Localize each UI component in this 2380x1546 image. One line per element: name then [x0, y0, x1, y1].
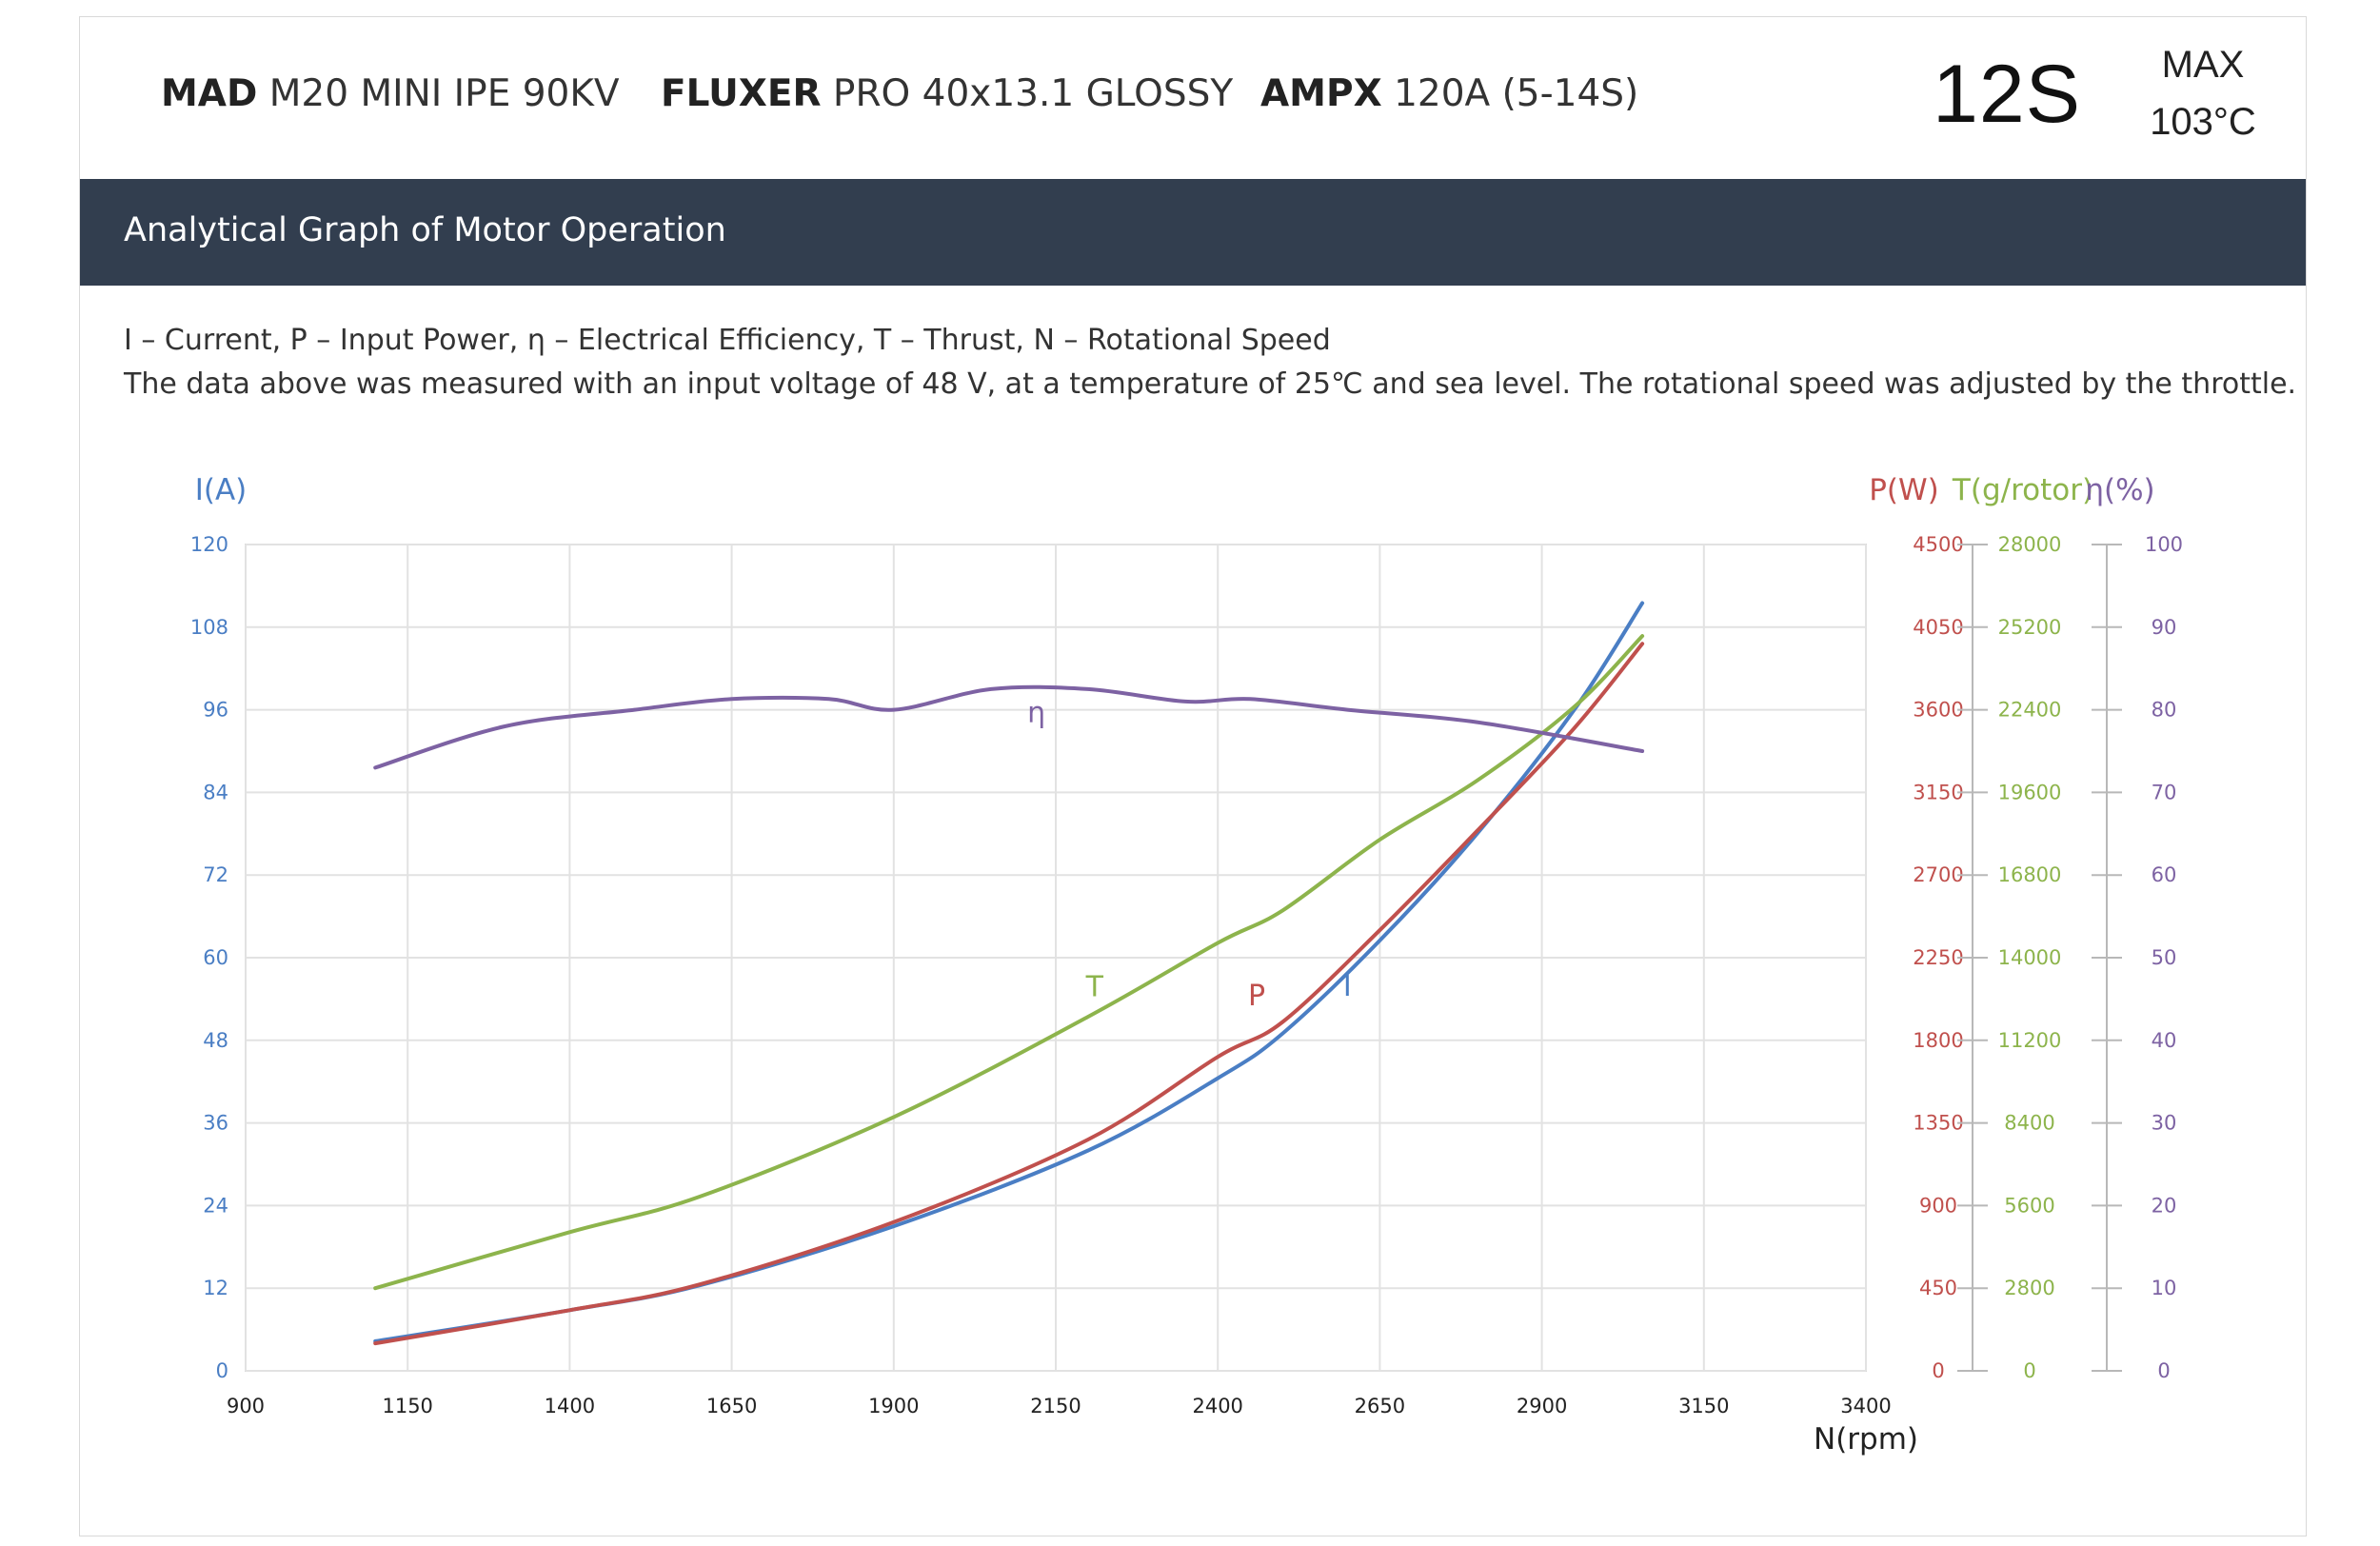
y-tick-label: 0	[2023, 1359, 2035, 1382]
series-line-η	[373, 684, 1645, 770]
prop-spec: FLUXER PRO 40x13.1 GLOSSY	[661, 72, 1233, 115]
x-tick-label: 2650	[1355, 1395, 1405, 1417]
y-tick-label: 14000	[1998, 946, 2062, 969]
series-label-T: T	[1085, 970, 1104, 1003]
y-tick-label: 11200	[1998, 1029, 2062, 1052]
y-tick-label: 60	[203, 946, 228, 969]
series-label-η: η	[1027, 697, 1045, 730]
y-tick-label: 36	[203, 1112, 228, 1135]
y-tick-label: 0	[1932, 1359, 1944, 1382]
motor-model: M20 MINI IPE 90KV	[268, 72, 620, 115]
y-tick-label: 0	[216, 1359, 228, 1382]
y-tick-label: 120	[190, 533, 228, 556]
y-tick-label: 3600	[1913, 699, 1963, 722]
legend-abbreviations: I – Current, P – Input Power, η – Electr…	[124, 324, 1331, 357]
y-tick-label: 28000	[1998, 533, 2062, 556]
y-tick-label: 450	[1919, 1277, 1957, 1299]
motor-brand: MAD	[161, 72, 258, 115]
y-tick-label: 1350	[1913, 1112, 1963, 1135]
y-tick-label: 80	[2152, 699, 2177, 722]
y-tick-label: 8400	[2004, 1112, 2054, 1135]
max-temperature: 103°C	[2150, 101, 2256, 143]
y-tick-label: 100	[2145, 533, 2183, 556]
x-tick-label: 1900	[868, 1395, 919, 1417]
esc-model: 120A (5-14S)	[1394, 72, 1639, 115]
axis-title: I(A)	[195, 473, 248, 507]
y-tick-label: 108	[190, 616, 228, 639]
y-tick-label: 2250	[1913, 946, 1963, 969]
prop-model: PRO 40x13.1 GLOSSY	[832, 72, 1234, 115]
y-tick-label: 12	[203, 1277, 228, 1299]
y-tick-label: 19600	[1998, 781, 2062, 803]
y-tick-label: 16800	[1998, 863, 2062, 886]
y-tick-label: 2800	[2004, 1277, 2054, 1299]
y-tick-label: 30	[2152, 1112, 2177, 1135]
y-tick-label: 40	[2152, 1029, 2177, 1052]
max-label: MAX	[2161, 44, 2245, 86]
x-tick-label: 1650	[706, 1395, 757, 1417]
x-tick-label: 1150	[382, 1395, 432, 1417]
y-tick-label: 24	[203, 1194, 228, 1217]
axis-title: η(%)	[2085, 473, 2154, 507]
section-header-band: Analytical Graph of Motor Operation	[80, 179, 2306, 286]
y-tick-label: 48	[203, 1029, 228, 1052]
prop-brand: FLUXER	[661, 72, 822, 115]
y-tick-label: 96	[203, 699, 228, 722]
esc-spec: AMPX 120A (5-14S)	[1260, 72, 1638, 115]
y-tick-label: 10	[2152, 1277, 2177, 1299]
section-title: Analytical Graph of Motor Operation	[124, 211, 726, 249]
series-line-T	[373, 634, 1645, 1291]
y-tick-label: 70	[2152, 781, 2177, 803]
y-tick-label: 20	[2152, 1194, 2177, 1217]
y-tick-label: 900	[1919, 1194, 1957, 1217]
y-tick-label: 4500	[1913, 533, 1963, 556]
x-tick-label: 3150	[1678, 1395, 1729, 1417]
series-label-I: I	[1343, 970, 1352, 1003]
y-tick-label: 90	[2152, 616, 2177, 639]
x-tick-label: 900	[227, 1395, 265, 1417]
series-line-I	[373, 601, 1645, 1343]
series-label-P: P	[1248, 980, 1265, 1013]
axis-title: T(g/rotor)	[1952, 473, 2093, 507]
legend-test-conditions: The data above was measured with an inpu…	[124, 367, 2297, 401]
spec-header: MAD M20 MINI IPE 90KV FLUXER PRO 40x13.1…	[80, 17, 2306, 179]
y-tick-label: 2700	[1913, 863, 1963, 886]
x-tick-label: 2900	[1517, 1395, 1567, 1417]
y-tick-label: 5600	[2004, 1194, 2054, 1217]
motor-spec: MAD M20 MINI IPE 90KV	[161, 72, 620, 115]
esc-brand: AMPX	[1260, 72, 1382, 115]
y-tick-label: 22400	[1998, 699, 2062, 722]
y-tick-label: 0	[2157, 1359, 2170, 1382]
y-tick-label: 3150	[1913, 781, 1963, 803]
cell-count: 12S	[1933, 49, 2082, 140]
axis-title: P(W)	[1869, 473, 1939, 507]
y-tick-label: 84	[203, 781, 228, 803]
x-axis-title: N(rpm)	[1814, 1422, 1918, 1457]
y-tick-label: 60	[2152, 863, 2177, 886]
y-tick-label: 25200	[1998, 616, 2062, 639]
x-tick-label: 2150	[1030, 1395, 1081, 1417]
y-tick-label: 4050	[1913, 616, 1963, 639]
y-tick-label: 1800	[1913, 1029, 1963, 1052]
series-line-P	[373, 642, 1645, 1346]
y-tick-label: 72	[203, 863, 228, 886]
spec-card: MAD M20 MINI IPE 90KV FLUXER PRO 40x13.1…	[79, 16, 2307, 1536]
y-tick-label: 50	[2152, 946, 2177, 969]
x-tick-label: 1400	[545, 1395, 595, 1417]
x-tick-label: 2400	[1192, 1395, 1242, 1417]
x-tick-label: 3400	[1840, 1395, 1891, 1417]
